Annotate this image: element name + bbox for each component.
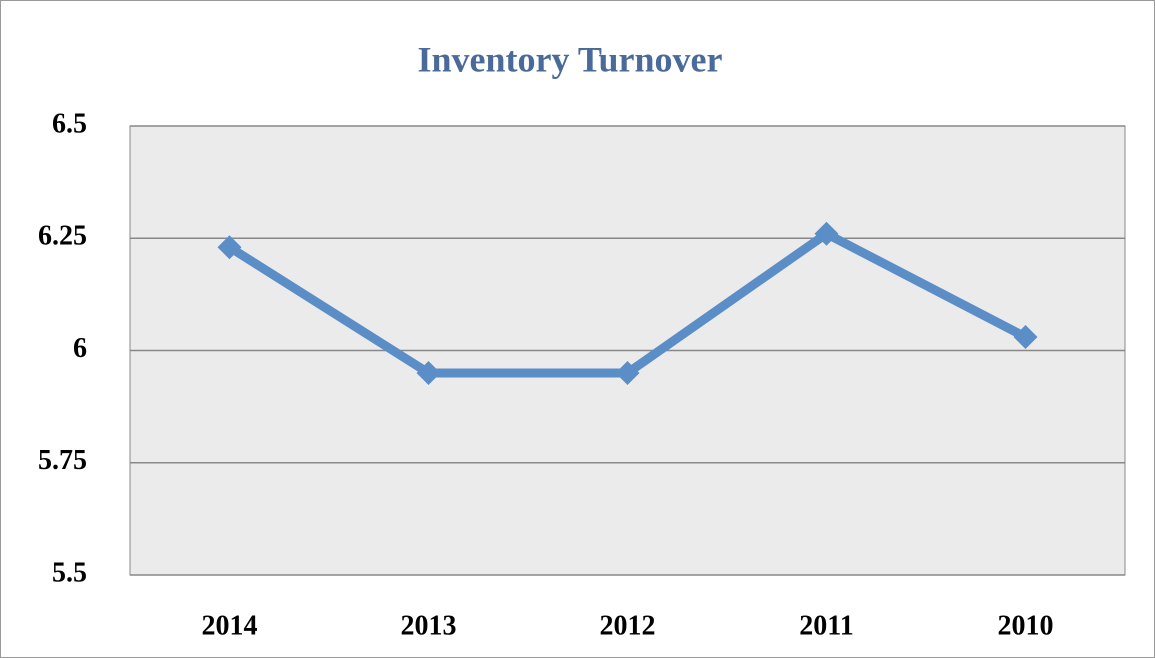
chart-title: Inventory Turnover — [417, 39, 722, 79]
x-tick-label: 2014 — [202, 610, 258, 641]
y-tick-label: 5.75 — [38, 445, 87, 476]
y-tick-label: 6.25 — [38, 221, 87, 252]
y-tick-label: 5.5 — [52, 557, 87, 588]
marker — [814, 221, 839, 246]
marker — [217, 235, 242, 260]
marker — [615, 360, 640, 385]
x-tick-label: 2011 — [799, 610, 853, 641]
x-tick-label: 2013 — [401, 610, 457, 641]
marker — [416, 360, 441, 385]
y-tick-label: 6.5 — [52, 108, 87, 139]
x-tick-label: 2012 — [600, 610, 656, 641]
y-tick-label: 6 — [73, 333, 87, 364]
x-tick-label: 2010 — [998, 610, 1054, 641]
marker — [1013, 325, 1038, 350]
